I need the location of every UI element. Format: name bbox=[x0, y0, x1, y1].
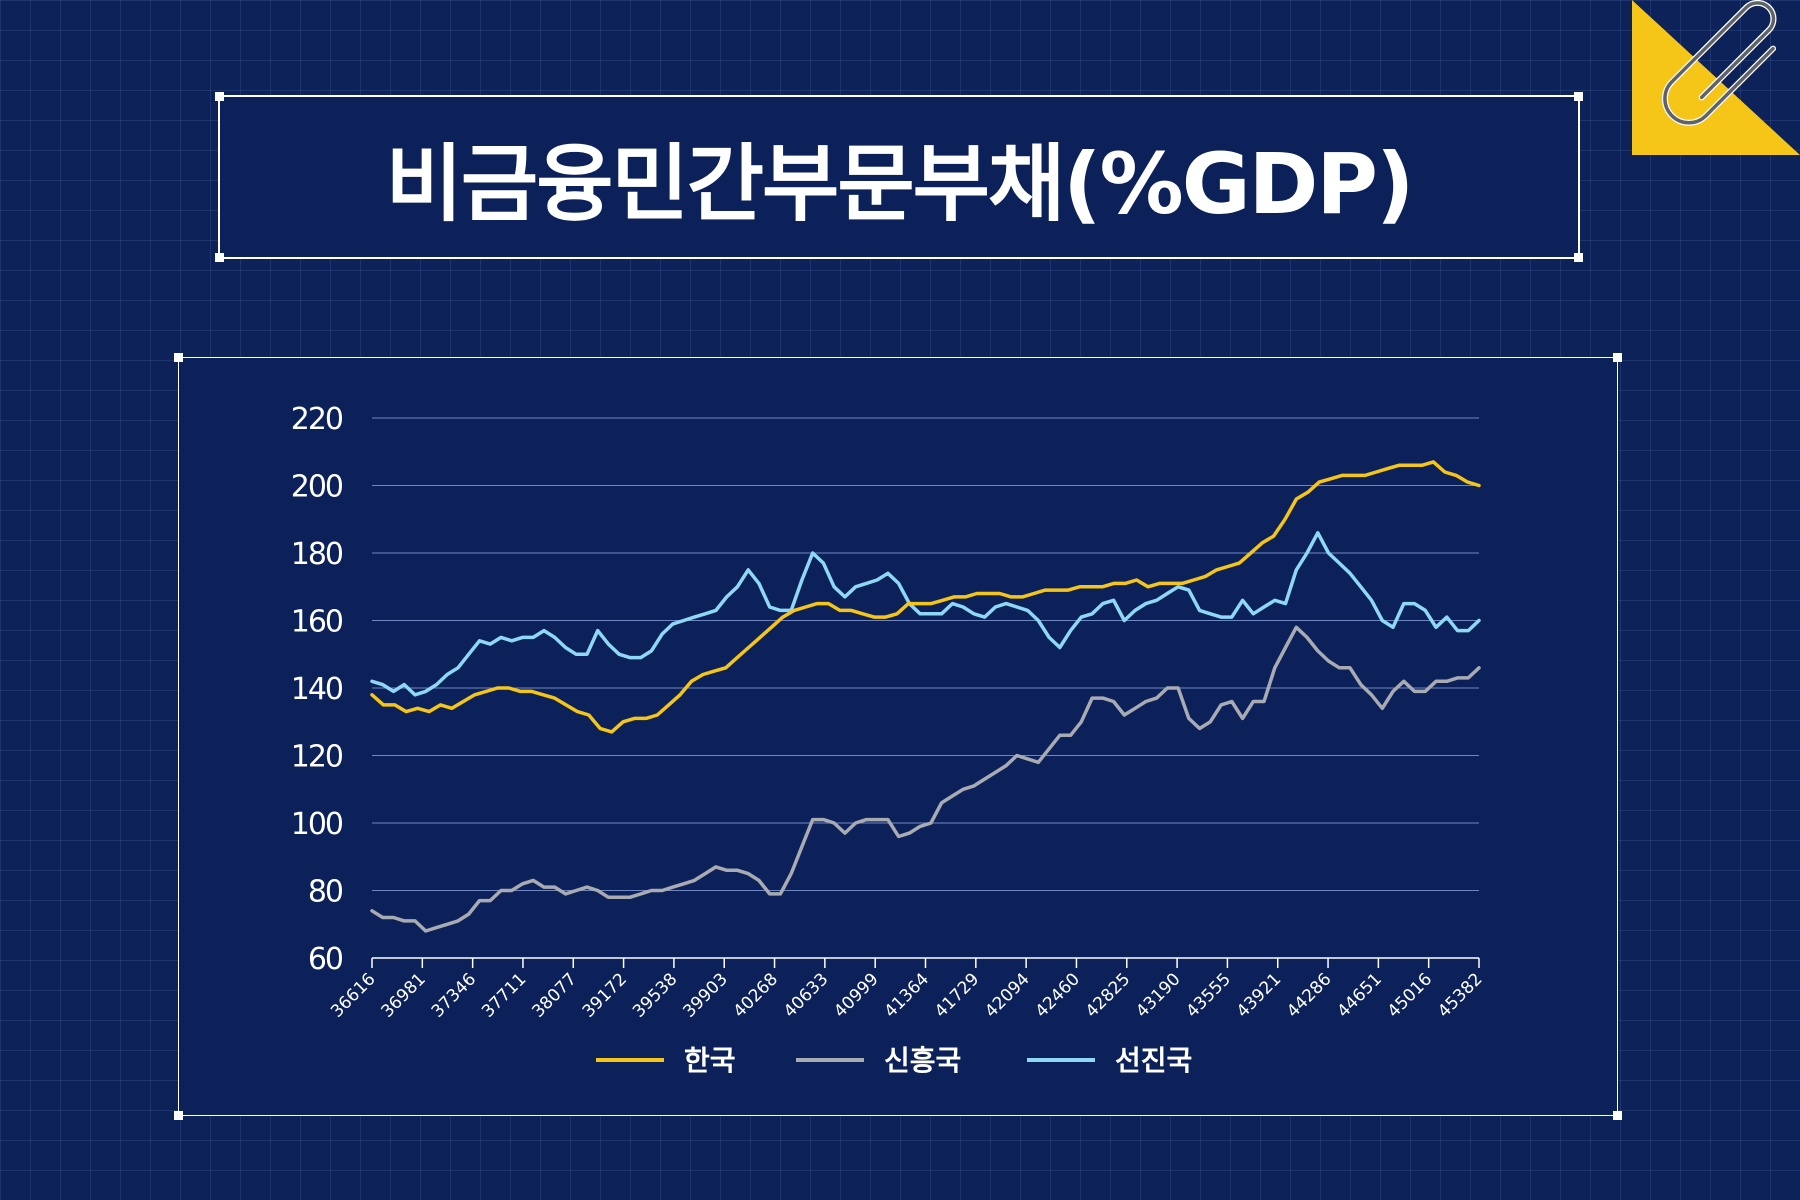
page-title: 비금융민간부문부채(%GDP) bbox=[385, 134, 1415, 233]
y-tick-label: 180 bbox=[291, 537, 343, 572]
y-tick-label: 200 bbox=[291, 470, 343, 505]
series-line-0 bbox=[370, 460, 1481, 734]
resize-handle bbox=[1613, 1111, 1622, 1120]
line-chart: 60 80 100 120 140 160 180 200 220 366163698137346… bbox=[291, 402, 1487, 1077]
resize-handle bbox=[215, 253, 224, 262]
x-tick-label: 39903 bbox=[679, 969, 731, 1021]
x-tick-label: 37711 bbox=[478, 969, 530, 1021]
resize-handle bbox=[1574, 92, 1583, 101]
title-box: 비금융민간부문부채(%GDP) bbox=[215, 92, 1583, 262]
x-tick-label: 41729 bbox=[931, 969, 983, 1021]
x-tick-label: 40633 bbox=[780, 969, 832, 1021]
resize-handle bbox=[215, 92, 224, 101]
x-tick-label: 40268 bbox=[730, 969, 782, 1021]
x-tick-label: 39172 bbox=[579, 969, 631, 1021]
x-tick-label: 44286 bbox=[1283, 969, 1335, 1021]
x-tick-label: 41364 bbox=[881, 969, 933, 1021]
x-tick-label: 45382 bbox=[1434, 969, 1486, 1021]
x-tick-label: 42825 bbox=[1082, 969, 1134, 1021]
x-tick-label: 37346 bbox=[428, 969, 480, 1021]
legend-label: 선진국 bbox=[1115, 1044, 1192, 1077]
resize-handle bbox=[174, 1111, 183, 1120]
series-line-2 bbox=[370, 531, 1481, 697]
resize-handle bbox=[174, 353, 183, 362]
legend-label: 한국 bbox=[684, 1044, 736, 1077]
x-tick-label: 42094 bbox=[981, 969, 1033, 1021]
x-tick-label: 43921 bbox=[1233, 969, 1285, 1021]
x-tick-label: 39538 bbox=[629, 969, 681, 1021]
series-line-1 bbox=[370, 625, 1481, 933]
resize-handle bbox=[1574, 253, 1583, 262]
paperclip-icon bbox=[1661, 0, 1777, 126]
chart-panel: 60 80 100 120 140 160 180 200 220 36616 36981 37346… bbox=[174, 353, 1622, 1120]
x-tick-label: 38077 bbox=[528, 969, 580, 1021]
x-tick-label: 43190 bbox=[1132, 969, 1184, 1021]
x-tick-label: 36616 bbox=[327, 969, 379, 1021]
x-tick-label: 40999 bbox=[830, 969, 882, 1021]
y-tick-label: 140 bbox=[291, 672, 343, 707]
resize-handle bbox=[1613, 353, 1622, 362]
x-tick-label: 44651 bbox=[1334, 969, 1386, 1021]
y-tick-label: 220 bbox=[291, 402, 343, 437]
y-tick-label: 160 bbox=[291, 605, 343, 640]
x-tick-label: 42460 bbox=[1032, 969, 1084, 1021]
x-tick-label: 36981 bbox=[377, 969, 429, 1021]
y-tick-label: 80 bbox=[308, 875, 343, 910]
y-tick-label: 100 bbox=[291, 807, 343, 842]
y-tick-label: 60 bbox=[308, 942, 343, 977]
corner-tab bbox=[1632, 0, 1800, 155]
legend-label: 신흥국 bbox=[884, 1044, 961, 1077]
x-tick-label: 45016 bbox=[1384, 969, 1436, 1021]
x-tick-label: 43555 bbox=[1183, 969, 1235, 1021]
y-tick-label: 120 bbox=[291, 740, 343, 775]
